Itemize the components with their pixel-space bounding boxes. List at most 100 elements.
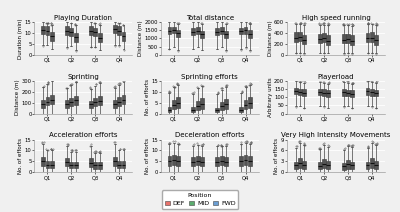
- PathPatch shape: [117, 97, 121, 106]
- PathPatch shape: [220, 27, 224, 34]
- Y-axis label: Distance (m): Distance (m): [138, 21, 143, 56]
- PathPatch shape: [350, 35, 354, 45]
- PathPatch shape: [65, 158, 69, 166]
- Y-axis label: Distance (m): Distance (m): [15, 79, 20, 115]
- Legend: DEF, MID, FWD: DEF, MID, FWD: [162, 190, 238, 209]
- PathPatch shape: [322, 159, 326, 168]
- PathPatch shape: [294, 88, 298, 94]
- PathPatch shape: [200, 98, 204, 109]
- PathPatch shape: [117, 161, 121, 168]
- PathPatch shape: [366, 33, 370, 42]
- PathPatch shape: [346, 90, 350, 96]
- PathPatch shape: [93, 162, 97, 169]
- PathPatch shape: [192, 28, 195, 35]
- PathPatch shape: [298, 158, 302, 168]
- PathPatch shape: [224, 158, 228, 166]
- PathPatch shape: [302, 161, 306, 169]
- PathPatch shape: [192, 157, 195, 166]
- PathPatch shape: [65, 26, 69, 35]
- PathPatch shape: [302, 35, 306, 45]
- PathPatch shape: [370, 89, 374, 96]
- PathPatch shape: [168, 27, 171, 33]
- Title: Deceleration efforts: Deceleration efforts: [175, 132, 244, 138]
- PathPatch shape: [350, 91, 354, 97]
- PathPatch shape: [172, 26, 176, 33]
- PathPatch shape: [89, 101, 93, 108]
- PathPatch shape: [350, 162, 354, 169]
- PathPatch shape: [318, 162, 322, 169]
- Title: Playing Duration: Playing Duration: [54, 15, 112, 21]
- PathPatch shape: [374, 161, 378, 169]
- Y-axis label: No. of efforts: No. of efforts: [145, 138, 150, 174]
- PathPatch shape: [65, 100, 69, 108]
- PathPatch shape: [70, 98, 73, 106]
- PathPatch shape: [41, 100, 45, 107]
- PathPatch shape: [172, 100, 176, 109]
- Title: Playerload: Playerload: [318, 74, 354, 80]
- PathPatch shape: [248, 156, 252, 166]
- PathPatch shape: [239, 156, 243, 166]
- PathPatch shape: [74, 33, 78, 42]
- PathPatch shape: [224, 31, 228, 38]
- PathPatch shape: [98, 96, 102, 105]
- PathPatch shape: [342, 163, 346, 170]
- PathPatch shape: [326, 161, 330, 169]
- PathPatch shape: [374, 35, 378, 45]
- PathPatch shape: [41, 157, 45, 166]
- PathPatch shape: [248, 31, 252, 38]
- PathPatch shape: [215, 108, 219, 112]
- PathPatch shape: [176, 30, 180, 37]
- PathPatch shape: [93, 28, 97, 36]
- PathPatch shape: [326, 35, 330, 45]
- PathPatch shape: [294, 32, 298, 42]
- Title: Sprinting efforts: Sprinting efforts: [181, 74, 238, 80]
- PathPatch shape: [370, 158, 374, 168]
- PathPatch shape: [176, 97, 180, 108]
- PathPatch shape: [370, 32, 374, 42]
- Title: Acceleration efforts: Acceleration efforts: [49, 132, 118, 138]
- PathPatch shape: [220, 156, 224, 166]
- Title: Sprinting: Sprinting: [68, 74, 99, 80]
- Y-axis label: No. of efforts: No. of efforts: [145, 79, 150, 115]
- PathPatch shape: [113, 157, 117, 166]
- PathPatch shape: [244, 100, 248, 109]
- PathPatch shape: [326, 90, 330, 97]
- Y-axis label: No. of efforts: No. of efforts: [18, 138, 23, 174]
- PathPatch shape: [46, 97, 49, 105]
- PathPatch shape: [196, 156, 200, 165]
- PathPatch shape: [239, 28, 243, 34]
- PathPatch shape: [113, 25, 117, 33]
- Y-axis label: Duration (min): Duration (min): [18, 18, 23, 59]
- PathPatch shape: [318, 33, 322, 43]
- PathPatch shape: [318, 89, 322, 95]
- PathPatch shape: [89, 26, 93, 35]
- PathPatch shape: [294, 162, 298, 169]
- PathPatch shape: [50, 95, 54, 104]
- PathPatch shape: [346, 159, 350, 169]
- PathPatch shape: [215, 28, 219, 35]
- PathPatch shape: [122, 32, 126, 41]
- Title: Total distance: Total distance: [186, 15, 234, 21]
- PathPatch shape: [74, 96, 78, 105]
- PathPatch shape: [215, 158, 219, 166]
- PathPatch shape: [50, 32, 54, 41]
- PathPatch shape: [70, 28, 73, 36]
- PathPatch shape: [74, 162, 78, 168]
- PathPatch shape: [168, 107, 171, 112]
- PathPatch shape: [239, 107, 243, 112]
- Title: High speed running: High speed running: [302, 15, 370, 21]
- PathPatch shape: [224, 99, 228, 109]
- PathPatch shape: [374, 90, 378, 96]
- PathPatch shape: [346, 33, 350, 43]
- Y-axis label: Distance (m): Distance (m): [268, 21, 273, 56]
- PathPatch shape: [46, 161, 49, 168]
- PathPatch shape: [200, 157, 204, 166]
- PathPatch shape: [298, 32, 302, 41]
- PathPatch shape: [122, 95, 126, 105]
- PathPatch shape: [50, 161, 54, 168]
- PathPatch shape: [244, 27, 248, 33]
- PathPatch shape: [200, 31, 204, 38]
- PathPatch shape: [98, 162, 102, 169]
- PathPatch shape: [220, 102, 224, 110]
- PathPatch shape: [172, 155, 176, 165]
